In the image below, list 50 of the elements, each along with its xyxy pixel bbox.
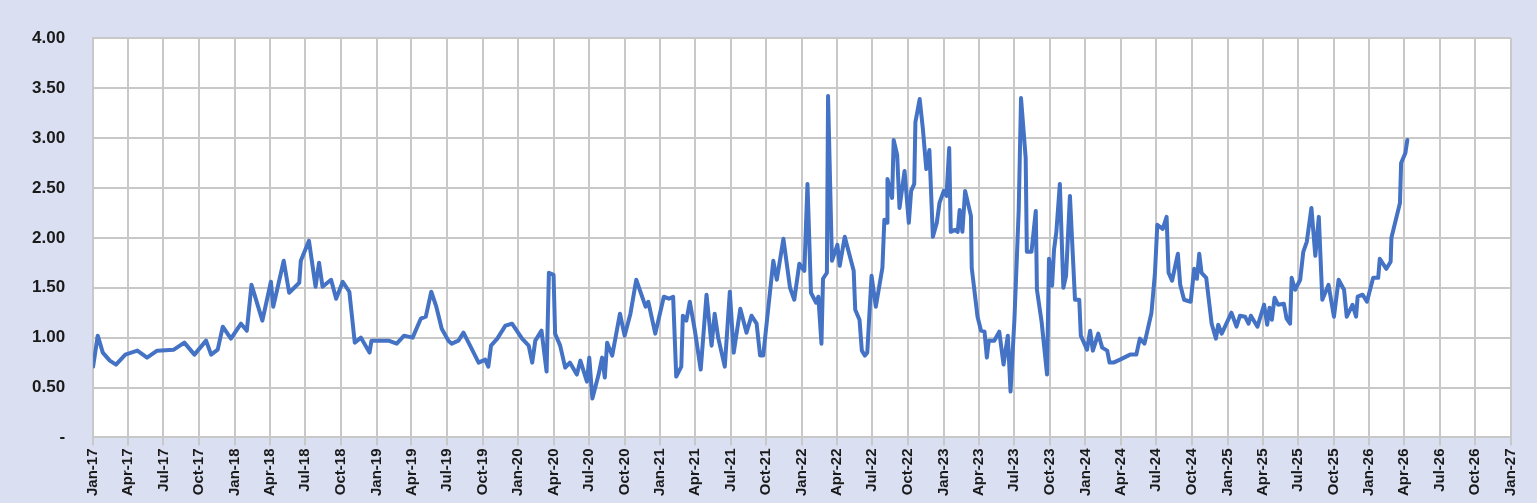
x-tick-label: Apr-17 (118, 448, 136, 496)
x-tick-label: Jul-18 (295, 448, 313, 492)
x-tick-label: Jan-18 (224, 448, 242, 496)
x-tick-label: Jan-22 (792, 448, 810, 496)
x-tick-label: Apr-24 (1110, 447, 1128, 496)
x-tick-label: Jan-21 (650, 448, 668, 496)
x-tick-label: Oct-25 (1323, 448, 1341, 496)
x-tick-label: Jul-19 (436, 448, 454, 492)
x-tick-label: Apr-26 (1394, 448, 1412, 496)
y-tick-label: 3.50 (31, 77, 66, 97)
x-tick-label: Oct-24 (1181, 447, 1199, 496)
x-tick-label: Jul-21 (720, 448, 738, 492)
y-tick-label: 3.00 (31, 127, 66, 147)
x-tick-label: Apr-21 (685, 448, 703, 496)
y-tick-label: 0.50 (31, 377, 66, 397)
x-tick-label: Jul-17 (153, 448, 171, 492)
x-tick-label: Jan-24 (1075, 447, 1093, 496)
x-tick-label: Jul-24 (1146, 447, 1164, 492)
x-tick-label: Jan-25 (1217, 448, 1235, 496)
y-tick-label: 1.50 (31, 277, 66, 297)
y-tick-label: 1.00 (31, 327, 66, 347)
x-tick-label: Oct-17 (189, 448, 207, 496)
x-tick-label: Jul-23 (1004, 448, 1022, 492)
x-tick-label: Apr-20 (543, 448, 561, 496)
x-tick-label: Apr-25 (1252, 448, 1270, 496)
x-tick-label: Jul-22 (862, 448, 880, 492)
y-tick-label: 4.00 (31, 27, 66, 47)
x-tick-label: Oct-19 (472, 448, 490, 496)
x-tick-label: Apr-23 (968, 448, 986, 496)
x-tick-label: Apr-19 (401, 448, 419, 496)
y-tick-label: - (59, 427, 66, 447)
x-tick-label: Jan-19 (366, 448, 384, 496)
x-tick-label: Apr-18 (259, 448, 277, 496)
x-tick-label: Jul-26 (1429, 448, 1447, 492)
x-tick-label: Oct-21 (756, 448, 774, 496)
x-tick-label: Apr-22 (827, 448, 845, 496)
x-tick-label: Oct-22 (898, 448, 916, 496)
x-tick-label: Jul-20 (579, 448, 597, 492)
x-tick-label: Oct-18 (330, 448, 348, 496)
x-tick-label: Jan-17 (83, 448, 101, 496)
x-tick-label: Oct-23 (1039, 448, 1057, 496)
x-tick-label: Oct-20 (614, 448, 632, 496)
x-tick-label: Jan-23 (933, 448, 951, 496)
x-tick-label: Jul-25 (1287, 448, 1305, 492)
x-tick-label: Jan-27 (1501, 448, 1519, 496)
y-tick-label: 2.00 (31, 227, 66, 247)
x-tick-label: Jan-20 (508, 448, 526, 496)
y-tick-label: 2.50 (31, 177, 66, 197)
x-tick-label: Oct-26 (1465, 448, 1483, 496)
x-tick-label: Jan-26 (1359, 448, 1377, 496)
